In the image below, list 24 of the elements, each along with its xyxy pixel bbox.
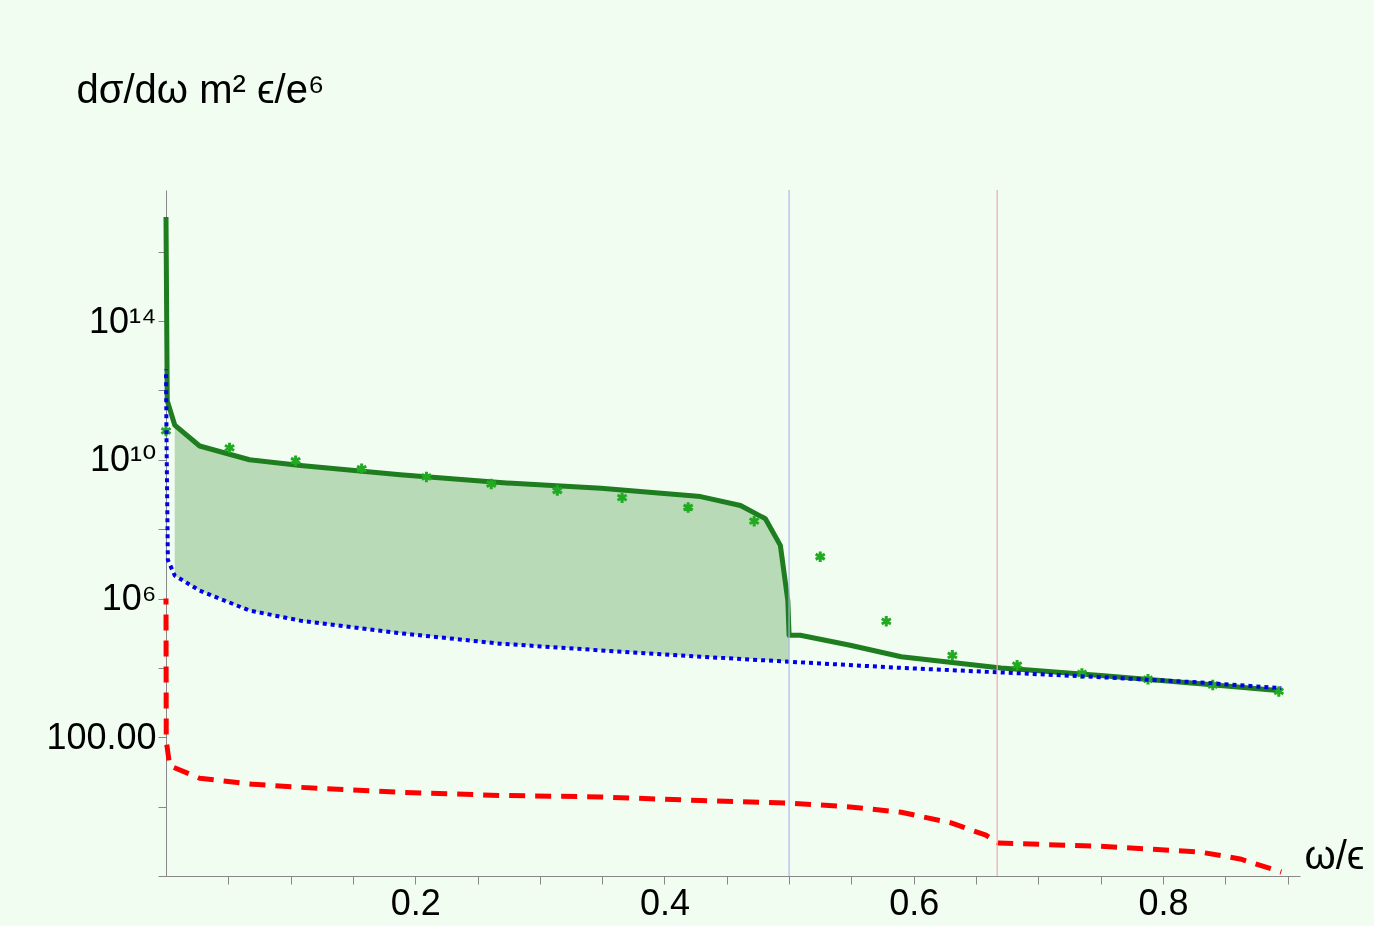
point	[946, 648, 959, 663]
point	[616, 490, 629, 505]
y-tick-label: 100.00	[46, 715, 157, 757]
point	[223, 441, 236, 455]
point	[814, 550, 827, 564]
point	[485, 477, 498, 491]
point	[551, 483, 564, 498]
point	[1272, 684, 1285, 699]
point	[1011, 658, 1024, 672]
x-tick-label: 0.4	[639, 881, 690, 923]
x-axis-title: ω/ϵ	[1304, 832, 1365, 877]
y-tick-label: 10⁶	[101, 577, 157, 619]
point	[355, 462, 368, 476]
point	[880, 614, 893, 629]
point	[748, 514, 761, 528]
point	[289, 453, 302, 468]
y-axis-title: dσ/dω m² ϵ/e⁶	[76, 66, 325, 111]
x-tick-label: 0.2	[390, 881, 441, 923]
x-tick-label: 0.6	[889, 881, 940, 923]
y-tick-label: 10¹⁰	[90, 438, 157, 480]
x-tick-label: 0.8	[1138, 881, 1189, 923]
y-tick-label: 10¹⁴	[89, 299, 157, 341]
point	[682, 500, 695, 515]
point	[420, 470, 433, 484]
